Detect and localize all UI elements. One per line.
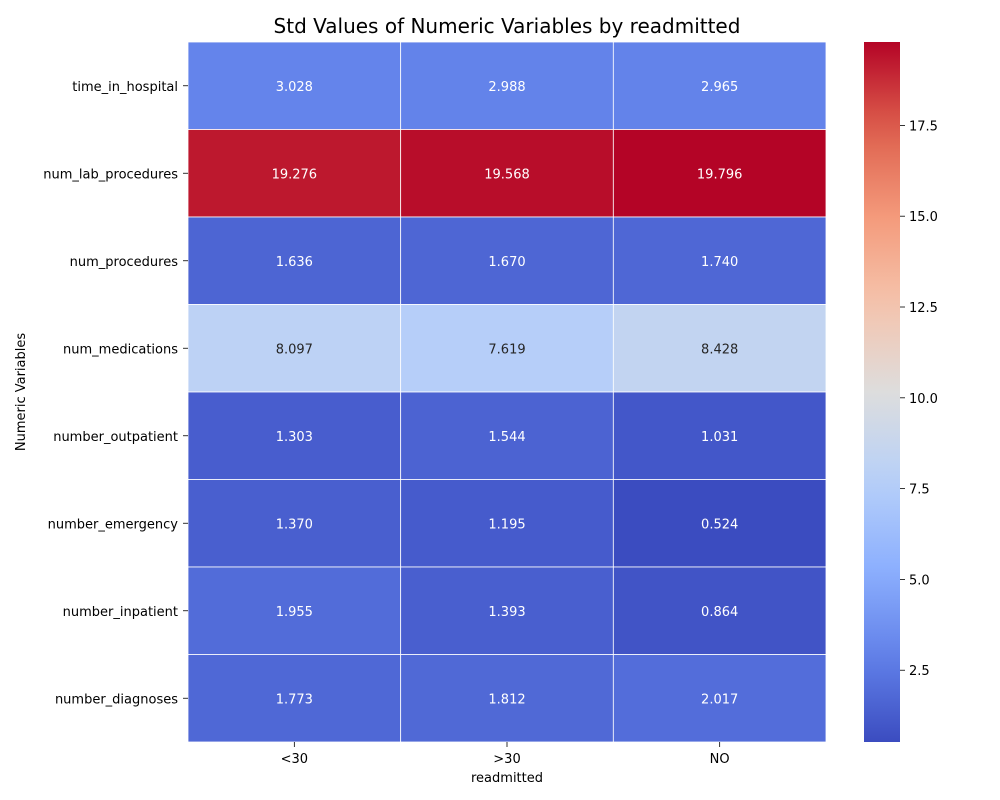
colorbar-tick-label: 2.5 bbox=[909, 664, 930, 679]
colorbar-gradient bbox=[864, 42, 900, 742]
cell-value-label: 0.524 bbox=[701, 517, 738, 532]
row-tick-label: number_diagnoses bbox=[55, 692, 178, 707]
colorbar: 2.5 5.0 7.5 10.0 12.5 15.0 17.5 bbox=[864, 42, 938, 742]
cell-value-label: 1.393 bbox=[488, 605, 525, 620]
heatmap-cell bbox=[400, 566, 614, 655]
heatmap-cell bbox=[187, 654, 402, 743]
colorbar-tick-label: 10.0 bbox=[909, 392, 938, 407]
heatmap-cell bbox=[187, 566, 402, 655]
row-tick-label: number_outpatient bbox=[53, 430, 178, 445]
cell-value-label: 7.619 bbox=[488, 342, 525, 357]
heatmap-cell bbox=[187, 391, 402, 480]
cell-value-label: 1.031 bbox=[701, 430, 738, 445]
column-tick-label: >30 bbox=[493, 752, 520, 767]
x-axis-label: readmitted bbox=[471, 771, 543, 786]
heatmap-cell bbox=[187, 41, 402, 130]
cell-value-label: 1.544 bbox=[488, 430, 525, 445]
row-tick-labels: time_in_hospital num_lab_procedures num_pr… bbox=[43, 80, 188, 707]
cell-value-label: 2.988 bbox=[488, 80, 525, 95]
y-axis-label: Numeric Variables bbox=[14, 333, 29, 451]
cell-value-label: 2.965 bbox=[701, 80, 738, 95]
heatmap-cell bbox=[612, 129, 827, 218]
cell-value-label: 19.796 bbox=[697, 167, 743, 182]
heatmap-cell bbox=[400, 41, 614, 130]
cell-value-label: 19.276 bbox=[272, 167, 318, 182]
cell-value-label: 1.370 bbox=[276, 517, 313, 532]
heatmap-cell bbox=[187, 129, 402, 218]
colorbar-tick-label: 15.0 bbox=[909, 210, 938, 225]
cell-value-label: 3.028 bbox=[276, 80, 313, 95]
cell-value-label: 8.428 bbox=[701, 342, 738, 357]
cell-value-label: 1.303 bbox=[276, 430, 313, 445]
cell-value-label: 8.097 bbox=[276, 342, 313, 357]
heatmap-cell bbox=[612, 654, 827, 743]
column-tick-label: <30 bbox=[281, 752, 308, 767]
cell-value-label: 19.568 bbox=[484, 167, 530, 182]
heatmap-cells: 3.028 2.988 2.965 19.276 19.568 19.796 1.636 1.… bbox=[187, 41, 827, 743]
row-tick-label: num_medications bbox=[63, 342, 178, 357]
row-tick-label: num_lab_procedures bbox=[43, 167, 178, 182]
heatmap-cell bbox=[400, 216, 614, 305]
cell-value-label: 1.670 bbox=[488, 255, 525, 270]
heatmap-cell bbox=[400, 129, 614, 218]
row-tick-label: number_emergency bbox=[48, 517, 179, 532]
heatmap-cell bbox=[187, 216, 402, 305]
column-tick-labels: <30 >30 NO bbox=[281, 742, 730, 767]
heatmap-cell bbox=[612, 304, 827, 393]
heatmap-cell bbox=[400, 391, 614, 480]
colorbar-tick-label: 7.5 bbox=[909, 483, 930, 498]
colorbar-tick-label: 5.0 bbox=[909, 573, 930, 588]
heatmap-cell bbox=[187, 304, 402, 393]
cell-value-label: 2.017 bbox=[701, 692, 738, 707]
row-tick-label: num_procedures bbox=[70, 255, 179, 270]
heatmap-cell bbox=[612, 41, 827, 130]
colorbar-tick-label: 17.5 bbox=[909, 119, 938, 134]
row-tick-label: time_in_hospital bbox=[72, 80, 178, 95]
colorbar-tick-label: 12.5 bbox=[909, 301, 938, 316]
heatmap-cell bbox=[612, 479, 827, 568]
chart-title: Std Values of Numeric Variables by readm… bbox=[274, 14, 741, 38]
cell-value-label: 1.955 bbox=[276, 605, 313, 620]
cell-value-label: 1.740 bbox=[701, 255, 738, 270]
cell-value-label: 1.195 bbox=[488, 517, 525, 532]
row-tick-label: number_inpatient bbox=[63, 605, 178, 620]
cell-value-label: 1.812 bbox=[488, 692, 525, 707]
cell-value-label: 1.636 bbox=[276, 255, 313, 270]
column-tick-label: NO bbox=[710, 752, 730, 767]
cell-value-label: 0.864 bbox=[701, 605, 738, 620]
cell-value-label: 1.773 bbox=[276, 692, 313, 707]
heatmap-cell bbox=[400, 479, 614, 568]
heatmap-cell bbox=[612, 391, 827, 480]
heatmap-cell bbox=[612, 566, 827, 655]
heatmap-cell bbox=[400, 654, 614, 743]
